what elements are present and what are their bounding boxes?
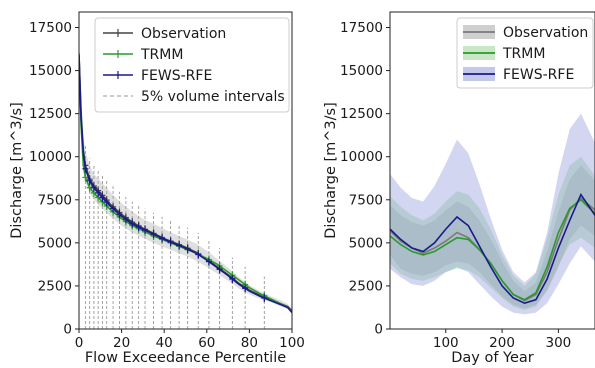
- y-tick-label: 15000: [29, 63, 72, 79]
- axes-frame: [389, 11, 595, 330]
- legend-box: [94, 17, 290, 113]
- y-tick-label: 7500: [349, 192, 383, 208]
- y-tick-label: 5000: [38, 235, 72, 251]
- band-trmm: [390, 156, 595, 310]
- y-tick-label: 0: [374, 322, 383, 338]
- x-tick-label: 40: [156, 335, 173, 351]
- x-axis-label: Flow Exceedance Percentile: [85, 350, 286, 366]
- y-tick-label: 7500: [38, 192, 72, 208]
- axes-frame: [78, 11, 293, 330]
- y-tick-label: 15000: [340, 63, 383, 79]
- series-line-trmm: [390, 198, 595, 301]
- x-tick-label: 80: [241, 335, 258, 351]
- legend-label: 5% volume intervals: [141, 89, 285, 105]
- seasonal-panel: 0 2500 5000 7500 10000 12500 15000 17500 100 200 3…: [323, 11, 595, 366]
- y-tick-label: 10000: [340, 149, 383, 165]
- x-tick-label: 0: [75, 335, 84, 351]
- y-tick-label: 5000: [349, 235, 383, 251]
- y-axis-label: Discharge [m^3/s]: [323, 102, 339, 239]
- y-tick-label: 0: [63, 322, 72, 338]
- x-tick-label: 20: [113, 335, 130, 351]
- legend-label: TRMM: [502, 46, 545, 62]
- x-axis-label: Day of Year: [451, 350, 534, 366]
- y-tick-label: 10000: [29, 149, 72, 165]
- legend: Observation TRMM FEWS-RFE 5% volume interva…: [94, 17, 290, 113]
- legend-label: FEWS-RFE: [503, 67, 574, 83]
- plot-area: [79, 36, 292, 329]
- y-tick-label: 17500: [340, 20, 383, 36]
- legend-label: FEWS-RFE: [141, 68, 212, 84]
- series-line-fews-rfe: [390, 192, 595, 305]
- x-tick-label: 100: [433, 335, 459, 351]
- band-observation: [390, 165, 595, 309]
- legend-label: Observation: [141, 26, 226, 42]
- x-tick-label: 300: [546, 335, 572, 351]
- plot-area: [390, 113, 595, 315]
- y-axis-label: Discharge [m^3/s]: [9, 102, 25, 239]
- y-tick-label: 2500: [349, 278, 383, 294]
- legend: Observation TRMM FEWS-RFE: [456, 17, 594, 89]
- y-tick-label: 12500: [29, 106, 72, 122]
- x-tick-label: 200: [489, 335, 515, 351]
- y-tick-label: 12500: [340, 106, 383, 122]
- legend-label: TRMM: [140, 47, 183, 63]
- band-fews-rfe: [390, 113, 595, 315]
- y-tick-label: 17500: [29, 20, 72, 36]
- x-tick-label: 100: [279, 335, 305, 351]
- y-tick-label: 2500: [38, 278, 72, 294]
- x-tick-label: 60: [198, 335, 215, 351]
- legend-label: Observation: [503, 25, 588, 41]
- exceedance-panel: 0 2500 5000 7500 10000 12500 15000 17500 0 20 40 60…: [9, 11, 305, 366]
